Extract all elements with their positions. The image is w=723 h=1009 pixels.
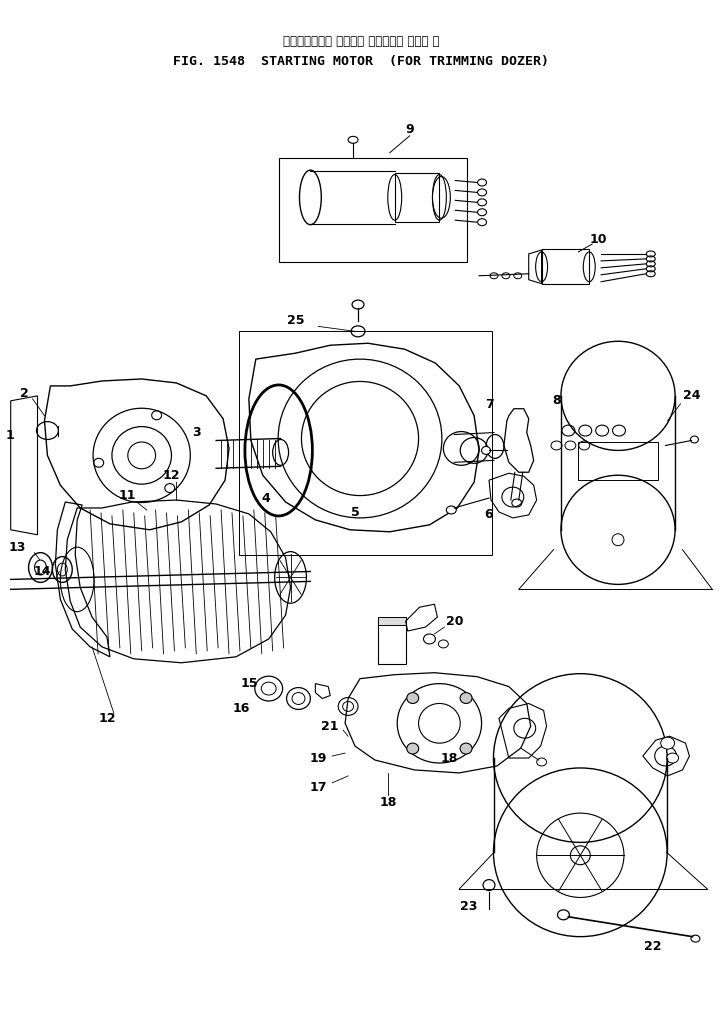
Text: 22: 22 bbox=[644, 940, 662, 954]
Text: 19: 19 bbox=[309, 752, 327, 765]
Text: 10: 10 bbox=[589, 232, 607, 245]
Ellipse shape bbox=[562, 425, 575, 436]
Ellipse shape bbox=[579, 425, 591, 436]
Text: 13: 13 bbox=[9, 541, 26, 554]
Ellipse shape bbox=[460, 743, 472, 754]
Text: 7: 7 bbox=[484, 399, 493, 412]
Ellipse shape bbox=[490, 272, 498, 278]
Ellipse shape bbox=[424, 634, 435, 644]
Bar bbox=[239, 331, 492, 555]
Text: 14: 14 bbox=[34, 565, 51, 578]
Text: 18: 18 bbox=[379, 796, 396, 809]
Text: 8: 8 bbox=[552, 395, 561, 408]
Text: 18: 18 bbox=[440, 752, 458, 765]
Text: 5: 5 bbox=[351, 507, 359, 520]
Text: 24: 24 bbox=[683, 389, 700, 403]
Ellipse shape bbox=[482, 446, 490, 454]
Bar bbox=[378, 620, 406, 664]
Ellipse shape bbox=[691, 935, 700, 942]
Bar bbox=[578, 443, 658, 480]
Ellipse shape bbox=[667, 753, 679, 763]
Ellipse shape bbox=[661, 738, 675, 749]
Bar bbox=[378, 618, 406, 625]
Ellipse shape bbox=[690, 436, 698, 443]
Text: 16: 16 bbox=[232, 702, 249, 715]
Text: FIG. 1548  STARTING MOTOR  (FOR TRIMMING DOZER): FIG. 1548 STARTING MOTOR (FOR TRIMMING D… bbox=[173, 54, 549, 68]
Ellipse shape bbox=[596, 425, 609, 436]
Text: 12: 12 bbox=[98, 711, 116, 724]
Ellipse shape bbox=[612, 425, 625, 436]
Ellipse shape bbox=[348, 136, 358, 143]
Text: 3: 3 bbox=[192, 426, 200, 439]
Ellipse shape bbox=[502, 272, 510, 278]
Text: 12: 12 bbox=[163, 469, 180, 481]
Ellipse shape bbox=[514, 272, 522, 278]
Ellipse shape bbox=[351, 326, 365, 337]
Ellipse shape bbox=[557, 910, 570, 920]
Text: 1: 1 bbox=[5, 429, 14, 442]
Bar bbox=[395, 173, 440, 222]
Ellipse shape bbox=[407, 743, 419, 754]
Text: 9: 9 bbox=[406, 123, 414, 136]
Text: 4: 4 bbox=[262, 491, 270, 504]
Text: 21: 21 bbox=[322, 719, 339, 733]
Text: 23: 23 bbox=[461, 900, 478, 913]
Ellipse shape bbox=[438, 640, 448, 648]
Bar bbox=[278, 157, 467, 262]
Text: 2: 2 bbox=[20, 387, 29, 401]
Ellipse shape bbox=[551, 441, 562, 450]
Ellipse shape bbox=[407, 692, 419, 703]
Bar bbox=[542, 249, 589, 284]
Ellipse shape bbox=[460, 692, 472, 703]
Ellipse shape bbox=[446, 506, 456, 514]
Text: 11: 11 bbox=[118, 488, 136, 501]
Ellipse shape bbox=[579, 441, 590, 450]
Ellipse shape bbox=[483, 880, 495, 891]
Text: 17: 17 bbox=[309, 781, 327, 794]
Text: スターティング モータ　 トリミング ドーザ 用: スターティング モータ トリミング ドーザ 用 bbox=[283, 35, 440, 48]
Text: 20: 20 bbox=[445, 614, 463, 628]
Text: 15: 15 bbox=[240, 677, 257, 690]
Ellipse shape bbox=[565, 441, 576, 450]
Text: 6: 6 bbox=[484, 509, 493, 522]
Text: 25: 25 bbox=[287, 314, 304, 327]
